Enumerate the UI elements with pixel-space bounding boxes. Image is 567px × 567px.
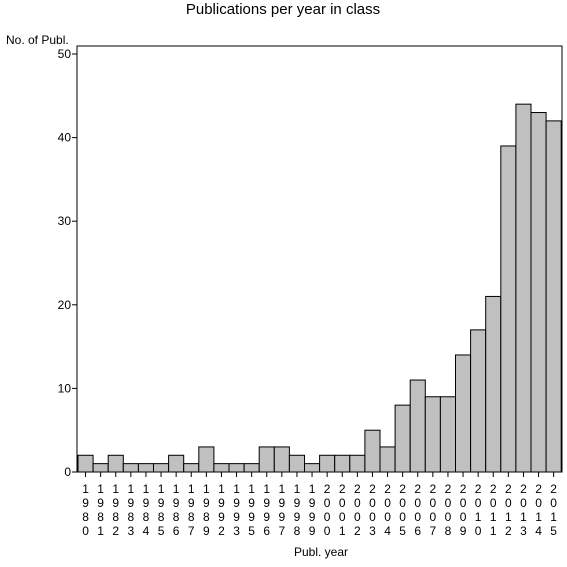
bar-2014 — [530, 112, 547, 473]
chart-title: Publications per year in class — [186, 1, 380, 18]
bar-2000 — [319, 454, 336, 473]
bar-2002 — [349, 454, 366, 473]
y-tick-label: 40 — [58, 131, 72, 145]
bar-1992 — [213, 463, 230, 473]
bar-1998 — [288, 454, 305, 473]
bar-2004 — [379, 446, 396, 473]
bars-group — [77, 103, 562, 473]
bar-1982 — [107, 454, 124, 473]
bar-2005 — [394, 404, 411, 473]
bar-2001 — [334, 454, 351, 473]
y-axis-ticks: 0 10 20 30 40 50 — [58, 47, 77, 479]
y-tick-label: 20 — [58, 298, 72, 312]
bar-1999 — [304, 463, 321, 473]
bar-2006 — [409, 379, 426, 473]
bar-2015 — [545, 120, 562, 473]
plot-area-frame — [76, 45, 563, 473]
bar-1983 — [122, 463, 139, 473]
bar-2012 — [500, 145, 517, 473]
bar-1993 — [228, 463, 245, 473]
y-tick-label: 30 — [58, 214, 72, 228]
bar-2008 — [439, 396, 456, 473]
bar-2011 — [485, 295, 502, 473]
bar-1980 — [77, 454, 94, 473]
bar-1995 — [243, 463, 260, 473]
y-axis-label: No. of Publ. — [6, 33, 69, 47]
bar-2010 — [470, 329, 487, 473]
bar-2013 — [515, 103, 532, 473]
bar-1981 — [92, 463, 109, 473]
x-axis-label: Publ. year — [294, 545, 348, 559]
bar-1987 — [183, 463, 200, 473]
bar-1984 — [137, 463, 154, 473]
y-tick-label: 0 — [64, 465, 71, 479]
bar-1985 — [153, 463, 170, 473]
bar-1989 — [198, 446, 215, 473]
bar-2009 — [455, 354, 472, 473]
y-tick-label: 50 — [58, 47, 72, 61]
x-axis-ticks: 1 9 8 0 1 9 8 1 1 9 8 2 1 9 8 3 1 9 8 4 1 9 8 5 1 9 8 6 1 9 8 7 1 9 8 9 1 9 9 2… — [82, 472, 557, 538]
bar-1986 — [168, 454, 185, 473]
bar-1997 — [273, 446, 290, 473]
bar-2003 — [364, 429, 381, 473]
bar-1996 — [258, 446, 275, 473]
bar-2007 — [424, 396, 441, 473]
y-tick-label: 10 — [58, 381, 72, 395]
